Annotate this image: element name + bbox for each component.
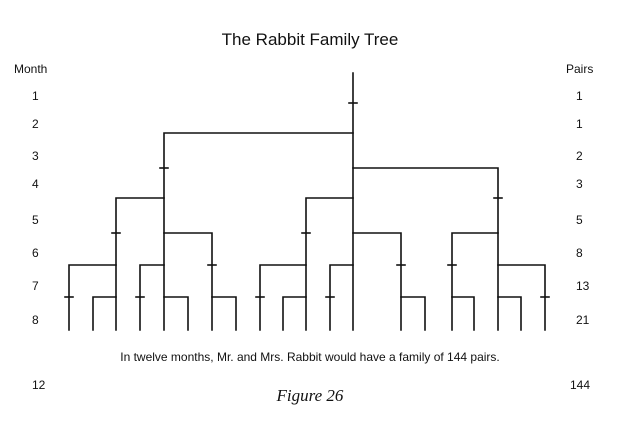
tree-branch — [115, 197, 165, 331]
month-header: Month — [14, 62, 48, 76]
figure-label: Figure 26 — [276, 386, 344, 405]
month-label: 5 — [32, 213, 39, 227]
pairs-label: 1 — [576, 89, 583, 103]
tree-branch — [352, 167, 499, 331]
month-label: 7 — [32, 279, 39, 293]
tree-branch — [305, 197, 354, 331]
pairs-header: Pairs — [566, 62, 594, 76]
diagram-title: The Rabbit Family Tree — [221, 30, 399, 49]
pairs-label: 21 — [576, 313, 590, 327]
month-label: 1 — [32, 89, 39, 103]
tree-branch — [352, 232, 402, 331]
tree-branch — [68, 264, 117, 331]
tree-branch — [400, 296, 426, 331]
final-pairs: 144 — [570, 378, 591, 392]
tree-branch — [92, 296, 117, 331]
pairs-label: 3 — [576, 177, 583, 191]
tree-branch — [211, 296, 237, 331]
tree-branch — [451, 232, 499, 331]
tree-branch — [163, 132, 354, 331]
pairs-label: 2 — [576, 149, 583, 163]
final-month: 12 — [32, 378, 46, 392]
tree-branch — [329, 264, 354, 331]
month-label: 8 — [32, 313, 39, 327]
tree-branch — [497, 264, 546, 331]
pairs-label: 13 — [576, 279, 590, 293]
pairs-label: 1 — [576, 117, 583, 131]
pairs-label: 5 — [576, 213, 583, 227]
tree-branch — [139, 264, 165, 331]
pairs-label: 8 — [576, 246, 583, 260]
tree-branch — [497, 296, 522, 331]
month-label: 4 — [32, 177, 39, 191]
caption: In twelve months, Mr. and Mrs. Rabbit wo… — [120, 350, 500, 364]
month-label: 2 — [32, 117, 39, 131]
tree-branch — [163, 296, 189, 331]
month-label: 6 — [32, 246, 39, 260]
tree-branch — [451, 296, 475, 331]
month-label: 3 — [32, 149, 39, 163]
tree-branch — [282, 296, 307, 331]
tree-branch — [259, 264, 307, 331]
